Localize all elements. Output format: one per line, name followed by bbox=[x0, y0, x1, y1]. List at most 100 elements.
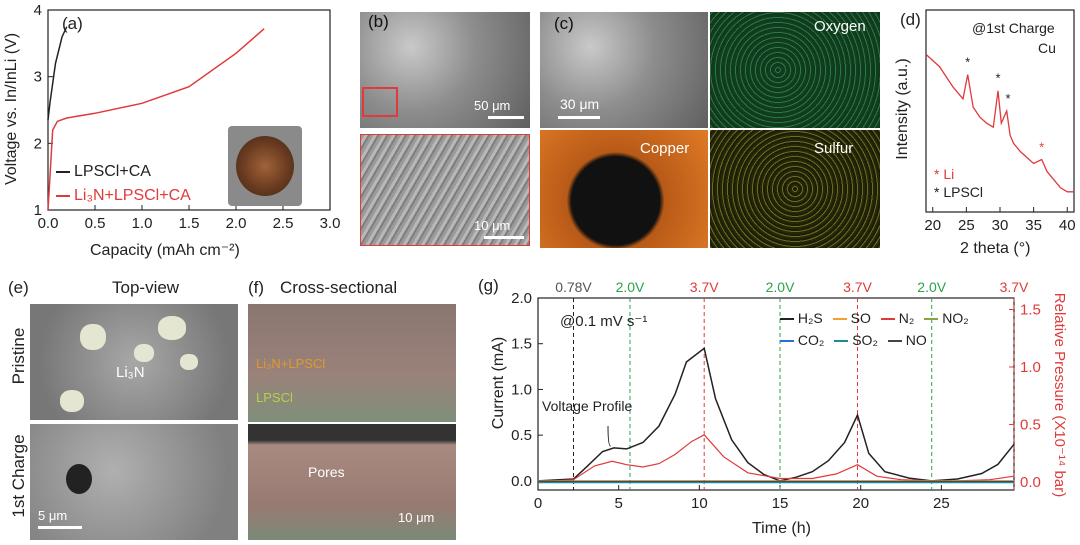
x-tick-label: 10 bbox=[691, 495, 708, 512]
voltage-label: 0.78V bbox=[555, 279, 592, 295]
row-label-pristine: Pristine bbox=[9, 327, 28, 385]
y2-tick-label: 1.0 bbox=[1020, 359, 1041, 376]
panel-f: (f) Cross-sectional Li₃N+LPSCl LPSCl Por… bbox=[244, 272, 460, 545]
panel-g-xlabel: Time (h) bbox=[752, 520, 811, 537]
y-tick-label: 0.0 bbox=[511, 473, 532, 490]
x-tick-label: 0.0 bbox=[38, 215, 59, 232]
legend-item: H₂S bbox=[780, 310, 823, 326]
scale-bar bbox=[488, 116, 524, 119]
void bbox=[66, 464, 92, 494]
scale-label: 5 μm bbox=[38, 508, 68, 523]
layer-label-2: LPSCl bbox=[256, 390, 293, 405]
legend-item: SO₂ bbox=[834, 332, 878, 348]
panel-d: 20 25 30 35 40 * * * * (d) @1st Charge Cu * Li *… bbox=[890, 0, 1080, 262]
panel-a-legend: LPSCl+CA Li₃N+LPSCl+CA bbox=[56, 160, 191, 208]
eds-map-copper bbox=[540, 130, 708, 248]
series-line bbox=[47, 28, 265, 211]
plot-frame bbox=[537, 297, 1015, 491]
annot-pores: Pores bbox=[308, 464, 345, 480]
legend-lpscl: * LPSCl bbox=[934, 184, 984, 200]
y-tick-label: 4 bbox=[34, 2, 42, 19]
panel-a-ylabel: Voltage vs. In/InLi (V) bbox=[3, 32, 20, 186]
x-tick-label: 30 bbox=[992, 217, 1009, 234]
panel-c-label: (c) bbox=[554, 14, 574, 33]
sem-image-e-bottom: 5 μm bbox=[30, 424, 238, 540]
li3n-particle bbox=[60, 390, 84, 412]
x-tick-label: 2.5 bbox=[273, 215, 294, 232]
y-tick-label: 0.5 bbox=[511, 427, 532, 444]
note-cu: Cu bbox=[1038, 40, 1056, 56]
panel-g-label: (g) bbox=[478, 276, 499, 295]
scale-label: 10 μm bbox=[474, 218, 511, 233]
panel-f-title: Cross-sectional bbox=[280, 278, 398, 297]
zoom-box bbox=[362, 87, 398, 117]
sem-image-f-top: Li₃N+LPSCl LPSCl bbox=[248, 304, 456, 422]
sem-image-b-bottom bbox=[360, 134, 530, 246]
annotation-arrow bbox=[607, 425, 611, 447]
panel-b: (b) 50 μm 10 μm bbox=[360, 12, 530, 246]
note-charge: @1st Charge bbox=[972, 20, 1055, 36]
panel-g-ylabel: Current (mA) bbox=[490, 336, 507, 430]
legend-item: Li₃N+LPSCl+CA bbox=[56, 184, 191, 208]
panel-a-label: (a) bbox=[62, 14, 83, 33]
y-tick-label: 2 bbox=[34, 135, 42, 152]
map-label-copper: Copper bbox=[640, 140, 690, 157]
panel-a: 0.0 0.5 1.0 1.5 2.0 2.5 3.0 1 2 3 4 (a) Capacity (… bbox=[0, 0, 345, 262]
scale-label: 50 μm bbox=[474, 98, 511, 113]
legend-li: * Li bbox=[934, 166, 955, 182]
x-tick-label: 25 bbox=[933, 495, 950, 512]
rate-note: @0.1 mV s⁻¹ bbox=[560, 313, 648, 330]
voltage-label: 2.0V bbox=[616, 279, 645, 295]
panel-e: (e) Top-view Pristine 1st Charge Li₃N 5 … bbox=[0, 272, 240, 545]
voltage-label: 2.0V bbox=[766, 279, 795, 295]
y2-tick-label: 1.5 bbox=[1020, 301, 1041, 318]
sem-image-f-bottom: Pores 10 μm bbox=[248, 424, 456, 540]
voltage-label: 2.0V bbox=[917, 279, 946, 295]
annot-li3n: Li₃N bbox=[116, 364, 145, 381]
panel-d-xlabel: 2 theta (°) bbox=[960, 240, 1031, 257]
voltage-profile-note: Voltage Profile bbox=[542, 398, 633, 414]
li3n-particle bbox=[180, 354, 198, 370]
voltage-label: 3.7V bbox=[843, 279, 872, 295]
peak-marker: * bbox=[1039, 139, 1044, 154]
y-tick-label: 1.5 bbox=[511, 336, 532, 353]
sem-image-c bbox=[540, 12, 708, 128]
y-tick-label: 3 bbox=[34, 69, 42, 86]
x-tick-label: 3.0 bbox=[320, 215, 341, 232]
map-label-oxygen: Oxygen bbox=[814, 18, 866, 35]
scale-label: 10 μm bbox=[398, 510, 435, 525]
x-tick-label: 1.0 bbox=[132, 215, 153, 232]
peak-marker: * bbox=[965, 55, 970, 70]
x-tick-label: 0 bbox=[534, 495, 542, 512]
chart-a: 0.0 0.5 1.0 1.5 2.0 2.5 3.0 1 2 3 4 bbox=[34, 2, 341, 232]
panel-g: 0 5 10 15 20 25 0.0 0.5 1.0 1.5 2.0 0.0 0.5 1.0 1.5 0.7… bbox=[466, 268, 1080, 545]
panel-d-label: (d) bbox=[900, 10, 921, 29]
legend-item: NO bbox=[887, 332, 927, 348]
panel-e-title: Top-view bbox=[112, 278, 180, 297]
li3n-particle bbox=[134, 344, 154, 362]
layer-label-1: Li₃N+LPSCl bbox=[256, 356, 326, 371]
x-tick-label: 2.0 bbox=[226, 215, 247, 232]
row-label-charge: 1st Charge bbox=[9, 434, 28, 518]
cell-photo bbox=[228, 126, 302, 206]
panel-a-xlabel: Capacity (mAh cm⁻²) bbox=[90, 242, 240, 259]
li3n-particle bbox=[158, 316, 186, 340]
chart-d: 20 25 30 35 40 * * * * bbox=[924, 9, 1076, 234]
chart-g: 0 5 10 15 20 25 0.0 0.5 1.0 1.5 2.0 0.0 0.5 1.0 1.5 0.7… bbox=[511, 279, 1041, 512]
y2-tick-label: 0.0 bbox=[1020, 474, 1041, 491]
y2-tick-label: 0.5 bbox=[1020, 416, 1041, 433]
legend-item: LPSCl+CA bbox=[56, 160, 191, 184]
panel-c: (c) 30 μm Oxygen Copper Sulfur bbox=[540, 12, 880, 248]
panel-f-label: (f) bbox=[248, 278, 265, 297]
x-tick-label: 20 bbox=[924, 217, 941, 234]
x-tick-label: 40 bbox=[1059, 217, 1076, 234]
series-line bbox=[47, 26, 68, 121]
eds-map-sulfur bbox=[710, 130, 880, 248]
legend-item: SO bbox=[832, 310, 871, 326]
legend-item: CO₂ bbox=[780, 332, 824, 348]
scale-label: 30 μm bbox=[560, 96, 600, 112]
scale-bar bbox=[558, 116, 600, 119]
x-tick-label: 35 bbox=[1025, 217, 1042, 234]
series-line bbox=[537, 434, 1015, 483]
peak-marker: * bbox=[1006, 91, 1011, 106]
